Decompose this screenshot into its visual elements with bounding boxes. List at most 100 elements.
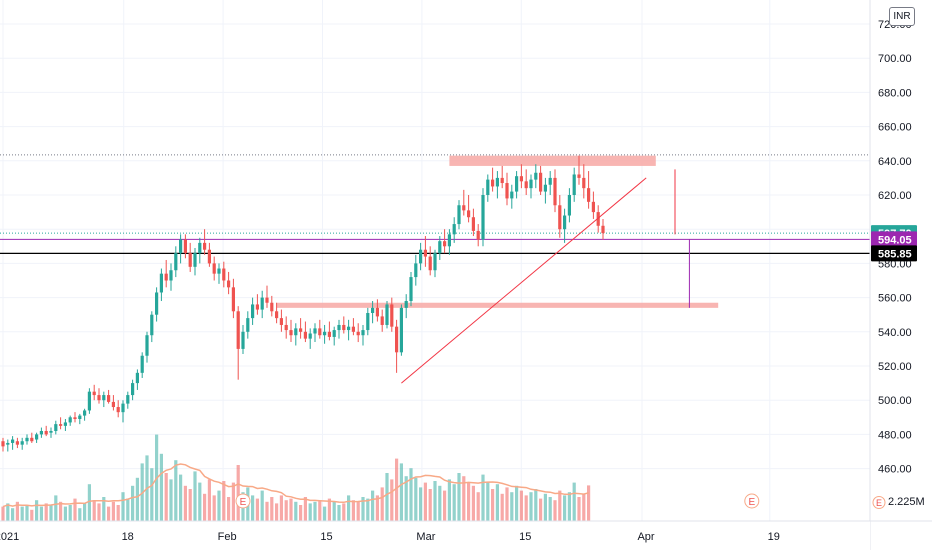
candle-body: [543, 184, 547, 192]
candle-body: [92, 391, 96, 396]
candle-body: [481, 195, 485, 240]
candle-body: [539, 172, 543, 192]
volume-bar: [284, 500, 288, 521]
volume-bar: [275, 503, 279, 521]
candle-body: [500, 177, 504, 184]
volume-bar: [356, 501, 360, 521]
volume-bar: [399, 463, 403, 521]
volume-bar: [366, 498, 370, 521]
time-axis-panel[interactable]: [0, 521, 870, 550]
candle-body: [145, 335, 149, 356]
price-tick-label: 520.00: [878, 361, 912, 373]
volume-bar: [486, 482, 490, 521]
volume-bar: [265, 501, 269, 521]
volume-bar: [548, 497, 552, 521]
candle-body: [179, 239, 183, 254]
volume-bar: [447, 479, 451, 521]
candle-body: [20, 441, 24, 445]
volume-bar: [419, 487, 423, 521]
candle-body: [519, 176, 523, 182]
volume-bar: [519, 490, 523, 521]
volume-bar: [563, 495, 567, 521]
candle-body: [54, 424, 58, 431]
volume-bar: [491, 489, 495, 521]
candle-body: [395, 326, 399, 353]
volume-bar: [183, 485, 187, 521]
candle-body: [361, 330, 365, 336]
volume-bar: [505, 487, 509, 521]
volume-bar: [6, 503, 10, 521]
candle-body: [30, 437, 34, 442]
volume-bar: [227, 497, 231, 521]
candle-body: [375, 307, 379, 317]
volume-bar: [390, 479, 394, 521]
time-tick-label: 18: [122, 531, 134, 543]
volume-tag: E 2.225M: [872, 495, 930, 510]
candle-body: [428, 256, 432, 271]
candle-body: [102, 395, 106, 401]
candle-body: [111, 401, 115, 408]
price-tick-label: 620.00: [878, 190, 912, 202]
volume-bar: [251, 495, 255, 521]
candle-body: [183, 239, 187, 254]
price-tag-horizontal-line: [871, 231, 917, 248]
candle-body: [534, 172, 538, 180]
earnings-marker-icon: [744, 493, 760, 509]
time-axis[interactable]: 2021 18 Feb 15 Mar 15 Apr 19: [0, 531, 780, 543]
candle-body: [289, 330, 293, 336]
candle-body: [414, 263, 418, 278]
volume-bar: [443, 490, 447, 521]
candles: [1, 155, 605, 452]
candle-body: [447, 234, 451, 247]
candle-body: [63, 422, 67, 426]
candle-body: [39, 430, 43, 435]
price-axis-panel[interactable]: [870, 0, 932, 550]
volume-bar: [164, 473, 168, 521]
price-tick-label: 660.00: [878, 122, 912, 134]
candle-body: [476, 230, 480, 240]
candle-body: [596, 212, 600, 226]
candle-body: [443, 241, 447, 247]
candle-body: [423, 249, 427, 257]
candle-body: [433, 253, 437, 271]
volume-bar: [481, 474, 485, 521]
volume-bar: [270, 497, 274, 521]
volume-bar: [428, 489, 432, 521]
volume-bar: [188, 489, 192, 521]
volume-bar: [515, 485, 519, 521]
volume-bar: [44, 503, 48, 521]
time-tick-label: 15: [320, 531, 332, 543]
price-tick-label: 540.00: [878, 327, 912, 339]
volume-bar: [332, 501, 336, 521]
candle-body: [303, 331, 307, 339]
volume-bar: [462, 476, 466, 521]
volume-bar: [294, 501, 298, 521]
currency-label[interactable]: INR: [889, 7, 915, 26]
candle-body: [356, 331, 360, 336]
volume-bar: [471, 485, 475, 521]
candle-body: [241, 331, 245, 349]
volume-bar: [351, 500, 355, 521]
candle-body: [49, 430, 53, 433]
volume-bar: [303, 497, 307, 521]
volume-bar: [313, 501, 317, 521]
candle-body: [467, 210, 471, 218]
drawings: [401, 169, 690, 384]
volume-bar: [169, 479, 173, 521]
volume-bar: [289, 498, 293, 521]
candle-body: [231, 287, 235, 312]
candle-body: [174, 253, 178, 271]
volume-bar: [342, 503, 346, 521]
candle-body: [380, 316, 384, 325]
candle-body: [212, 263, 216, 274]
candle-body: [505, 183, 509, 199]
candle-body: [351, 326, 355, 332]
volume-bar: [572, 482, 576, 521]
candle-body: [251, 304, 255, 319]
volume-bar: [371, 490, 375, 521]
volume-bar: [73, 498, 77, 521]
volume-bar: [534, 489, 538, 521]
volume-bar: [323, 506, 327, 521]
